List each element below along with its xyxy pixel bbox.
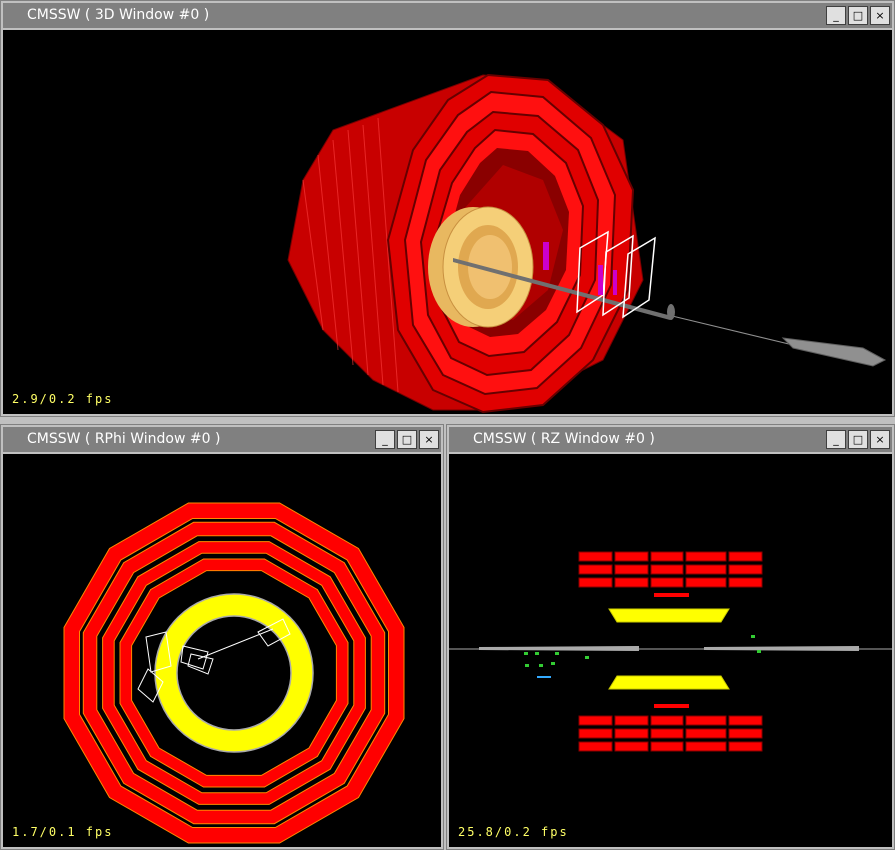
maximize-icon: □ (401, 433, 413, 446)
window-3d: CMSSW ( 3D Window #0 ) _ □ × (0, 0, 895, 417)
close-icon: × (875, 9, 885, 22)
minimize-icon: _ (833, 433, 839, 446)
minimize-icon: _ (382, 433, 388, 446)
maximize-button[interactable]: □ (848, 6, 868, 25)
fps-readout: 1.7/0.1 fps (12, 825, 114, 839)
maximize-icon: □ (852, 433, 864, 446)
window-title: CMSSW ( RZ Window #0 ) (473, 431, 655, 447)
close-button[interactable]: × (870, 430, 890, 449)
detector-3d-view (287, 73, 887, 414)
close-button[interactable]: × (870, 6, 890, 25)
viewport-rphi[interactable]: 1.7/0.1 fps (3, 454, 441, 847)
rz-view (449, 551, 892, 752)
close-button[interactable]: × (419, 430, 439, 449)
titlebar-rz[interactable]: CMSSW ( RZ Window #0 ) _ □ × (449, 427, 892, 452)
minimize-button[interactable]: _ (826, 430, 846, 449)
fps-readout: 2.9/0.2 fps (12, 392, 114, 406)
close-icon: × (875, 433, 885, 446)
minimize-icon: _ (833, 9, 839, 22)
viewport-3d[interactable]: 2.9/0.2 fps (3, 30, 892, 414)
maximize-button[interactable]: □ (848, 430, 868, 449)
window-title: CMSSW ( RPhi Window #0 ) (27, 431, 221, 447)
fps-readout: 25.8/0.2 fps (458, 825, 569, 839)
titlebar-3d[interactable]: CMSSW ( 3D Window #0 ) _ □ × (3, 3, 892, 28)
window-rz: CMSSW ( RZ Window #0 ) _ □ × 25.8/0.2 fp… (446, 424, 895, 850)
maximize-button[interactable]: □ (397, 430, 417, 449)
maximize-icon: □ (852, 9, 864, 22)
close-icon: × (424, 433, 434, 446)
viewport-rz[interactable]: 25.8/0.2 fps (449, 454, 892, 847)
window-title: CMSSW ( 3D Window #0 ) (27, 7, 210, 23)
titlebar-rphi[interactable]: CMSSW ( RPhi Window #0 ) _ □ × (3, 427, 441, 452)
minimize-button[interactable]: _ (375, 430, 395, 449)
window-rphi: CMSSW ( RPhi Window #0 ) _ □ × 1.7/0.1 f… (0, 424, 444, 850)
rphi-view (63, 502, 405, 844)
minimize-button[interactable]: _ (826, 6, 846, 25)
